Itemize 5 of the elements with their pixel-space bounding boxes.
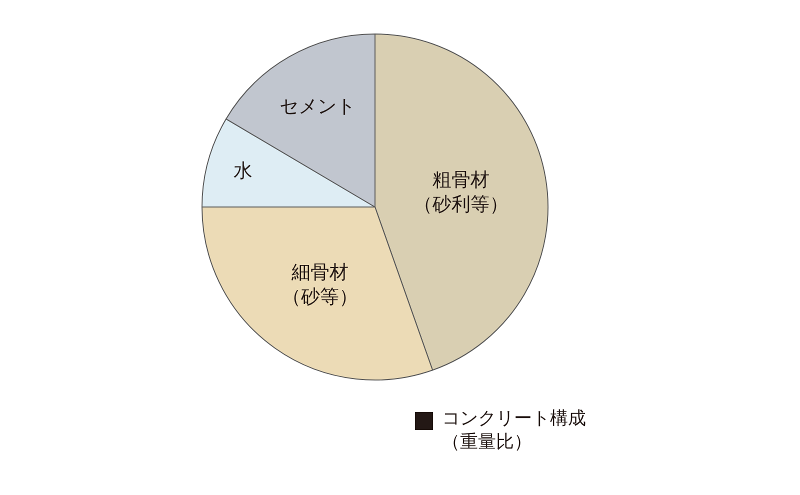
slice-label: 細骨材（砂等） [282,261,358,308]
slice-label: セメント [280,96,356,118]
slice-label: 粗骨材（砂利等） [413,168,508,216]
slice-label: 水 [233,160,252,182]
text: コンクリート構成（重量比） [442,408,586,452]
